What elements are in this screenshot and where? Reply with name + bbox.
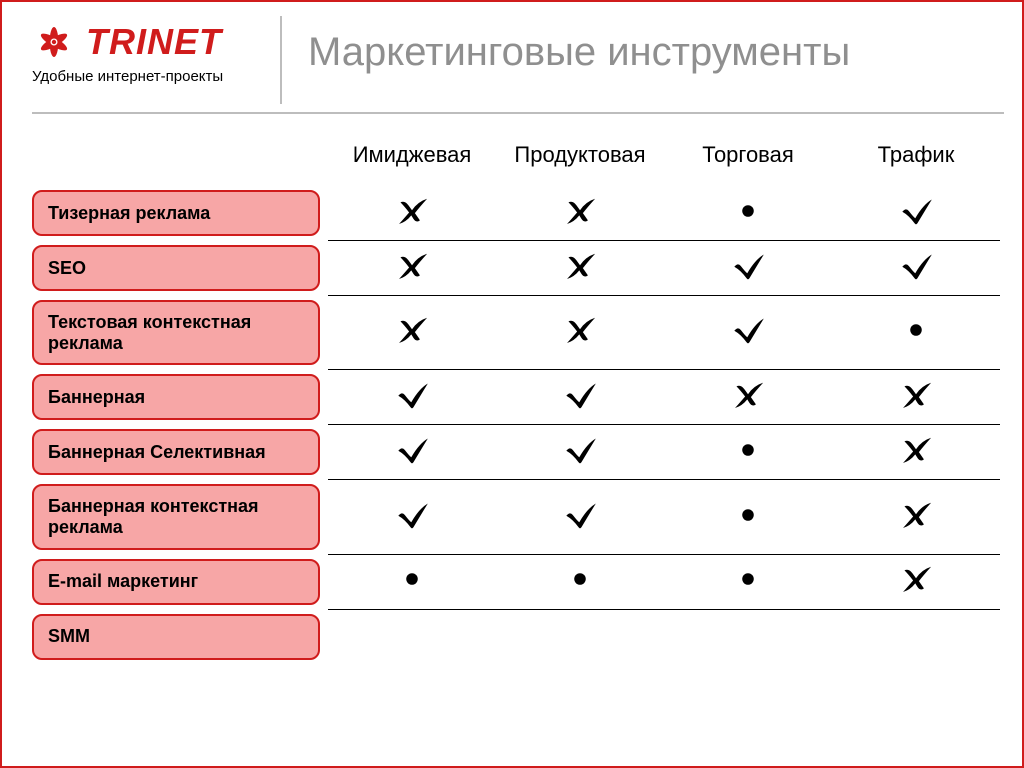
cell-mark <box>496 556 664 607</box>
cell-mark <box>832 188 1000 239</box>
cross-icon <box>898 435 934 465</box>
row-label-wrap: Баннерная контекстная реклама <box>32 480 328 553</box>
cell-mark <box>496 243 664 294</box>
cell-mark <box>832 307 1000 358</box>
header: TRINET Удобные интернет-проекты Маркетин… <box>2 2 1022 112</box>
row-divider <box>328 479 1000 480</box>
brand-tagline: Удобные интернет-проекты <box>32 68 266 85</box>
row-divider <box>328 609 1000 610</box>
check-icon <box>394 380 430 410</box>
brand-name: TRINET <box>86 21 222 63</box>
cell-mark <box>328 243 496 294</box>
cell-mark <box>328 188 496 239</box>
cell-mark <box>832 492 1000 543</box>
cross-icon <box>898 500 934 530</box>
logo-block: TRINET Удобные интернет-проекты <box>2 2 280 112</box>
dot-icon <box>730 196 766 226</box>
comparison-table: ИмиджеваяПродуктоваяТорговаяТрафик Тизерн… <box>32 132 1000 664</box>
cell-mark <box>664 492 832 543</box>
check-icon <box>898 251 934 281</box>
check-icon <box>394 500 430 530</box>
column-header: Имиджевая <box>328 132 496 186</box>
row-label: SEO <box>32 245 320 291</box>
cross-icon <box>562 315 598 345</box>
cross-icon <box>730 380 766 410</box>
propeller-icon <box>32 20 76 64</box>
row-divider <box>328 554 1000 555</box>
row-label: Текстовая контекстная реклама <box>32 300 320 365</box>
cell-mark <box>328 556 496 607</box>
content: ИмиджеваяПродуктоваяТорговаяТрафик Тизерн… <box>2 114 1022 664</box>
dot-icon <box>730 564 766 594</box>
check-icon <box>394 435 430 465</box>
column-header: Продуктовая <box>496 132 664 186</box>
cross-icon <box>562 251 598 281</box>
cell-mark <box>832 556 1000 607</box>
check-icon <box>562 435 598 465</box>
row-label: Тизерная реклама <box>32 190 320 236</box>
cross-icon <box>562 196 598 226</box>
column-header: Торговая <box>664 132 832 186</box>
cell-mark <box>496 492 664 543</box>
cell-mark <box>664 556 832 607</box>
cell-mark <box>496 188 664 239</box>
cell-mark <box>328 427 496 478</box>
cell-mark <box>328 372 496 423</box>
row-label-wrap: Баннерная Селективная <box>32 425 328 479</box>
cell-mark <box>496 372 664 423</box>
row-label-wrap: Баннерная <box>32 370 328 424</box>
cross-icon <box>898 564 934 594</box>
row-label-wrap: SMM <box>32 610 328 664</box>
cell-mark <box>496 427 664 478</box>
cell-mark <box>664 307 832 358</box>
cross-icon <box>898 380 934 410</box>
dot-icon <box>562 564 598 594</box>
row-divider <box>328 295 1000 296</box>
cell-mark <box>832 243 1000 294</box>
row-divider <box>328 369 1000 370</box>
logo-row: TRINET <box>32 20 266 64</box>
row-divider <box>328 424 1000 425</box>
row-label-wrap: E-mail маркетинг <box>32 555 328 609</box>
dot-icon <box>730 435 766 465</box>
dot-icon <box>898 315 934 345</box>
cell-mark <box>664 629 832 645</box>
check-icon <box>730 251 766 281</box>
row-divider <box>328 240 1000 241</box>
check-icon <box>562 380 598 410</box>
check-icon <box>898 196 934 226</box>
row-label: SMM <box>32 614 320 660</box>
column-header: Трафик <box>832 132 1000 186</box>
row-label: Баннерная <box>32 374 320 420</box>
row-label: E-mail маркетинг <box>32 559 320 605</box>
row-label-wrap: SEO <box>32 241 328 295</box>
cell-mark <box>328 492 496 543</box>
page-title: Маркетинговые инструменты <box>282 2 850 112</box>
cell-mark <box>496 629 664 645</box>
row-label: Баннерная контекстная реклама <box>32 484 320 549</box>
check-icon <box>562 500 598 530</box>
dot-icon <box>730 500 766 530</box>
cell-mark <box>328 307 496 358</box>
slide-frame: TRINET Удобные интернет-проекты Маркетин… <box>0 0 1024 768</box>
cell-mark <box>832 372 1000 423</box>
row-label-wrap: Текстовая контекстная реклама <box>32 296 328 369</box>
cell-mark <box>664 427 832 478</box>
cell-mark <box>664 243 832 294</box>
row-label-wrap: Тизерная реклама <box>32 186 328 240</box>
row-label: Баннерная Селективная <box>32 429 320 475</box>
dot-icon <box>394 564 430 594</box>
cross-icon <box>394 251 430 281</box>
cross-icon <box>394 315 430 345</box>
cell-mark <box>832 427 1000 478</box>
cell-mark <box>328 629 496 645</box>
check-icon <box>730 315 766 345</box>
cell-mark <box>496 307 664 358</box>
cell-mark <box>832 629 1000 645</box>
cell-mark <box>664 372 832 423</box>
cross-icon <box>394 196 430 226</box>
cell-mark <box>664 188 832 239</box>
